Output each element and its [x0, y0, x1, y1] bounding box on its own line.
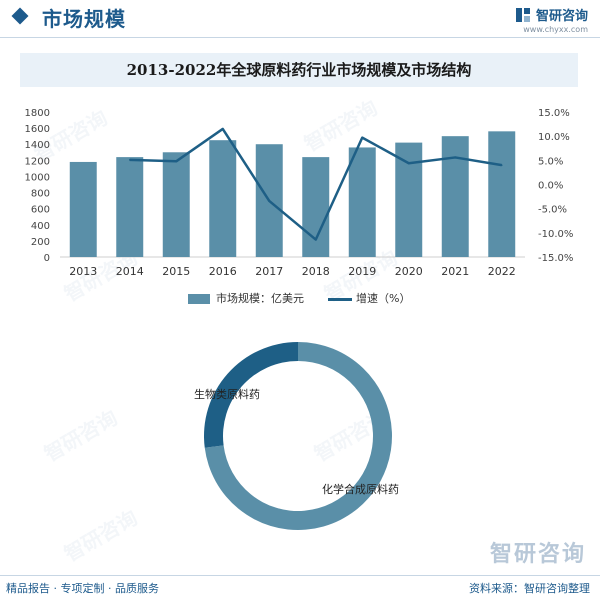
- brand-logo-icon: [515, 7, 530, 22]
- x-tick-label: 2014: [116, 265, 144, 278]
- y-left-tick-label: 1800: [25, 108, 50, 119]
- growth-point: [407, 162, 410, 165]
- chart-title-band: 2013-2022年全球原料药行业市场规模及市场结构: [20, 53, 578, 87]
- y-right-tick-label: -5.0%: [538, 205, 567, 216]
- y-right-tick-label: 0.0%: [538, 181, 563, 192]
- legend-label-line: 增速（%）: [356, 292, 411, 305]
- growth-point: [268, 200, 271, 202]
- chart-title: 2013-2022年全球原料药行业市场规模及市场结构: [126, 61, 472, 79]
- legend-label-bars: 市场规模：亿美元: [216, 292, 304, 305]
- donut-slice: [203, 342, 298, 448]
- growth-point: [128, 159, 131, 161]
- bar: [395, 142, 423, 257]
- growth-point: [361, 136, 364, 139]
- y-left-tick-label: 200: [31, 237, 50, 248]
- donut-chart: 化学合成原料药 生物类原料药: [194, 342, 399, 530]
- y-right-tick-label: -15.0%: [538, 253, 573, 264]
- y-left-tick-label: 1600: [25, 124, 50, 135]
- footer-source: 资料来源：智研咨询整理: [469, 582, 590, 595]
- y-left-tick-label: 0: [44, 253, 50, 264]
- bar: [488, 131, 516, 257]
- bar: [69, 161, 97, 257]
- x-tick-label: 2019: [348, 265, 376, 278]
- y-left-tick-label: 1400: [25, 140, 50, 151]
- bar: [302, 157, 330, 257]
- section-title: 市场规模: [42, 7, 126, 31]
- brand-name: 智研咨询: [535, 9, 588, 24]
- x-tick-label: 2015: [162, 265, 190, 278]
- y-right-tick-label: 5.0%: [538, 156, 563, 167]
- x-tick-label: 2017: [255, 265, 283, 278]
- donut-label: 生物类原料药: [194, 387, 260, 401]
- bar: [162, 152, 190, 257]
- growth-point: [175, 160, 178, 163]
- header-divider: [0, 37, 600, 38]
- growth-point: [221, 128, 224, 130]
- x-tick-label: 2018: [302, 265, 330, 278]
- footer-logo-text: 智研咨询: [489, 542, 586, 567]
- y-left-tick-label: 1000: [25, 172, 50, 183]
- legend-swatch-line: [328, 298, 352, 301]
- bar: [209, 140, 237, 257]
- y-left-tick-label: 1200: [25, 156, 50, 167]
- footer-logo: 智研咨询: [490, 536, 586, 568]
- brand-url: www.chyxx.com: [523, 25, 588, 34]
- y-right-tick-label: 10.0%: [538, 132, 570, 143]
- x-tick-label: 2016: [209, 265, 237, 278]
- x-tick-label: 2022: [488, 265, 516, 278]
- footer-divider: [0, 575, 600, 576]
- footer-tagline: 精品报告 · 专项定制 · 品质服务: [6, 582, 159, 595]
- y-left-tick-label: 400: [31, 221, 50, 232]
- bar: [116, 157, 144, 257]
- diamond-icon: [11, 7, 29, 25]
- page-header: 市场规模 智研咨询 www.chyxx.com: [0, 0, 600, 36]
- y-left-tick-label: 800: [31, 189, 50, 200]
- chart-legend: 市场规模：亿美元 增速（%）: [0, 290, 600, 308]
- legend-swatch-bar: [188, 294, 210, 304]
- growth-point: [500, 164, 503, 166]
- x-tick-label: 2013: [69, 265, 97, 278]
- y-left-tick-label: 600: [31, 205, 50, 216]
- x-tick-label: 2021: [441, 265, 469, 278]
- bar: [441, 136, 469, 257]
- x-tick-label: 2020: [395, 265, 423, 278]
- brand: 智研咨询 www.chyxx.com: [515, 4, 588, 34]
- combo-chart: 0 200 400 600 800 1000 1200 1400 1600 1800 -15.0% -…: [25, 108, 574, 278]
- y-right-tick-label: -10.0%: [538, 229, 573, 240]
- growth-point: [454, 156, 457, 159]
- y-right-tick-label: 15.0%: [538, 108, 570, 119]
- bar: [348, 147, 376, 257]
- growth-point: [314, 238, 317, 241]
- donut-label: 化学合成原料药: [322, 482, 399, 496]
